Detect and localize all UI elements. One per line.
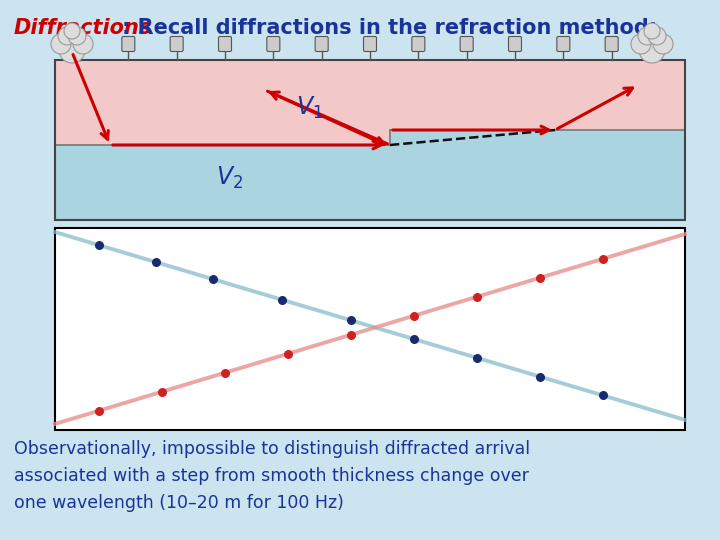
Circle shape: [638, 27, 656, 45]
Text: Observationally, impossible to distinguish diffracted arrival
associated with a : Observationally, impossible to distingui…: [14, 440, 530, 512]
Point: [534, 273, 546, 282]
Circle shape: [68, 27, 86, 45]
FancyBboxPatch shape: [606, 37, 618, 51]
FancyBboxPatch shape: [122, 37, 135, 51]
FancyBboxPatch shape: [364, 37, 377, 51]
Point: [598, 391, 609, 400]
Text: Diffractions: Diffractions: [14, 18, 152, 38]
Circle shape: [73, 34, 93, 54]
Point: [207, 275, 218, 284]
FancyBboxPatch shape: [508, 37, 521, 51]
Circle shape: [58, 27, 76, 45]
Point: [282, 349, 294, 358]
Polygon shape: [55, 130, 685, 220]
Circle shape: [64, 23, 80, 39]
Point: [598, 254, 609, 263]
Point: [472, 292, 483, 301]
Point: [534, 373, 546, 381]
FancyBboxPatch shape: [315, 37, 328, 51]
Circle shape: [51, 34, 71, 54]
Point: [346, 330, 357, 339]
Circle shape: [644, 23, 660, 39]
FancyBboxPatch shape: [654, 37, 667, 51]
Text: : Recall diffractions in the refraction method:: : Recall diffractions in the refraction …: [122, 18, 657, 38]
Point: [346, 316, 357, 325]
Bar: [55, 60, 685, 220]
Circle shape: [653, 34, 673, 54]
Polygon shape: [55, 60, 685, 145]
FancyBboxPatch shape: [557, 37, 570, 51]
FancyBboxPatch shape: [170, 37, 183, 51]
Circle shape: [648, 27, 666, 45]
Bar: [55, 228, 685, 430]
Point: [276, 295, 287, 304]
FancyBboxPatch shape: [218, 37, 232, 51]
Text: $V_1$: $V_1$: [297, 95, 323, 121]
Point: [94, 241, 105, 249]
Circle shape: [59, 37, 85, 63]
Circle shape: [631, 34, 651, 54]
Point: [94, 406, 105, 415]
FancyBboxPatch shape: [73, 37, 86, 51]
FancyBboxPatch shape: [267, 37, 280, 51]
Point: [156, 387, 168, 396]
Point: [472, 354, 483, 362]
FancyBboxPatch shape: [412, 37, 425, 51]
Circle shape: [639, 37, 665, 63]
Point: [220, 368, 231, 377]
Text: $V_2$: $V_2$: [217, 165, 243, 191]
Point: [408, 335, 420, 343]
FancyBboxPatch shape: [460, 37, 473, 51]
Point: [150, 258, 161, 266]
Point: [408, 312, 420, 320]
